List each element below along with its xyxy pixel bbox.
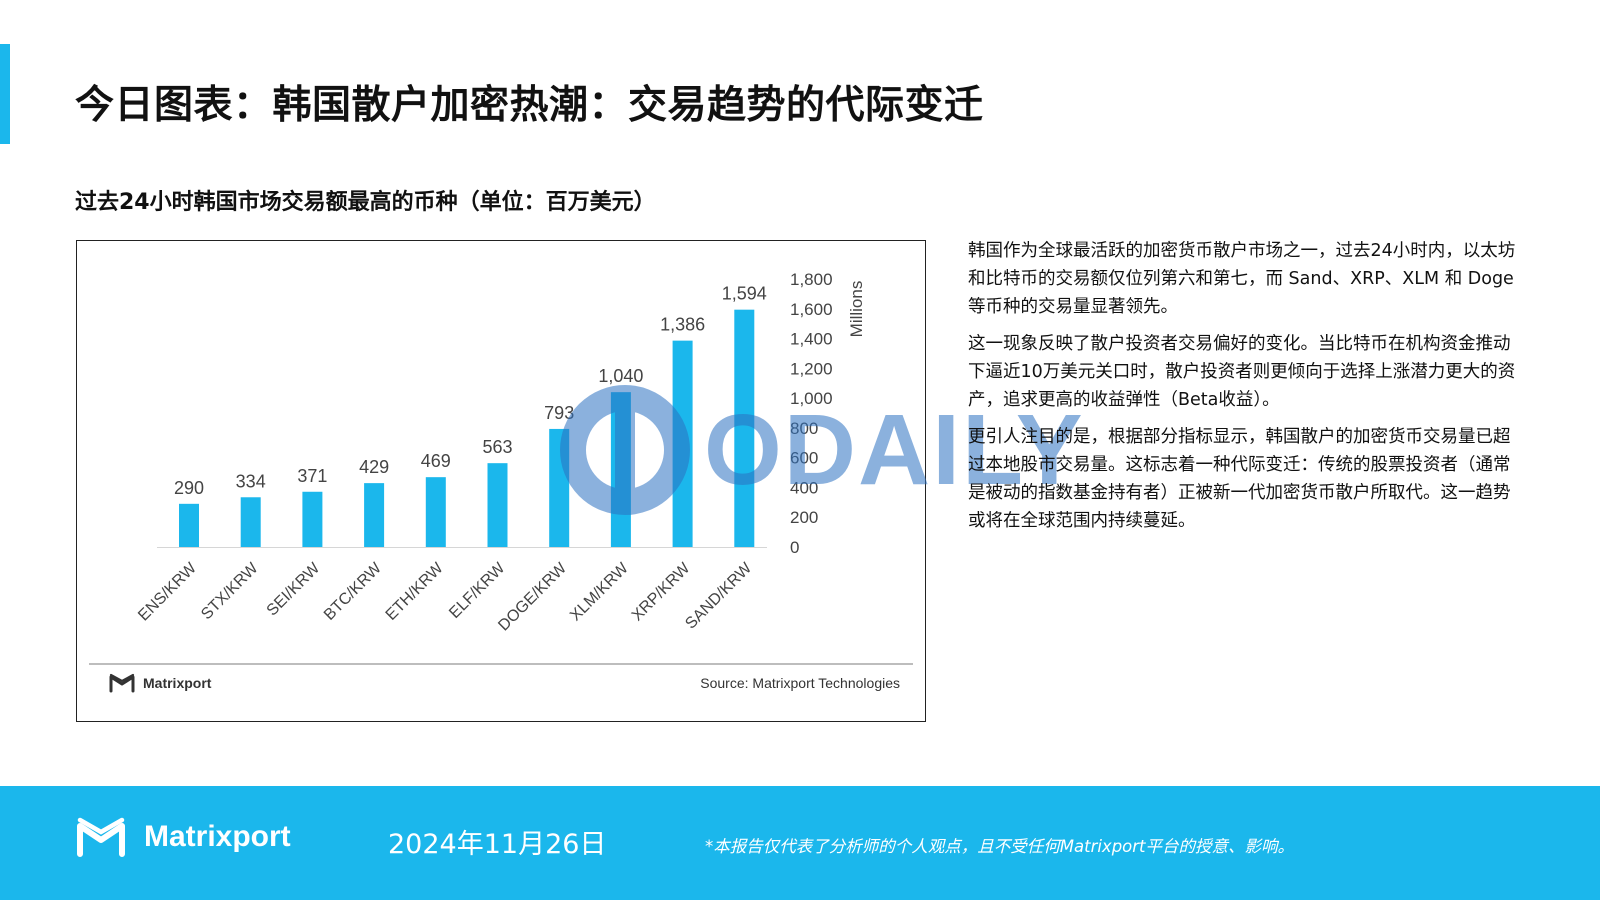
bar xyxy=(240,497,261,547)
chart-panel: 290 ENS/KRW 334 STX/KRW 371 SEI/KRW 429 BTC/KRW… xyxy=(76,240,926,722)
y-tick-label: 800 xyxy=(790,419,818,438)
x-tick-label: SEI/KRW xyxy=(264,559,324,619)
y-tick-label: 1,400 xyxy=(790,330,833,349)
report-date: 2024年11月26日 xyxy=(388,829,607,860)
bar xyxy=(364,483,385,547)
y-tick-label: 1,600 xyxy=(790,300,833,319)
bar xyxy=(487,463,508,547)
accent-bar xyxy=(0,44,10,144)
x-tick-label: XLM/KRW xyxy=(567,559,632,624)
x-tick-label: SAND/KRW xyxy=(682,559,755,632)
matrixport-logo-icon xyxy=(77,817,125,857)
y-tick-label: 1,000 xyxy=(790,389,833,408)
y-axis-label: Millions xyxy=(847,281,866,338)
y-tick-label: 200 xyxy=(790,508,818,527)
x-tick-label: XRP/KRW xyxy=(629,559,694,624)
chart-logo-label: Matrixport xyxy=(143,675,212,691)
y-tick-label: 600 xyxy=(790,449,818,468)
data-label: 1,594 xyxy=(722,284,767,304)
bar xyxy=(302,491,323,547)
data-label: 469 xyxy=(421,451,451,471)
bar xyxy=(734,309,755,547)
data-label: 563 xyxy=(482,437,512,457)
x-tick-label: ENS/KRW xyxy=(135,559,200,624)
x-tick-label: STX/KRW xyxy=(198,559,262,623)
matrixport-logo-icon xyxy=(109,673,135,693)
bar xyxy=(425,477,446,547)
description: 韩国作为全球最活跃的加密货币散户市场之一，过去24小时内，以太坊和比特币的交易额… xyxy=(968,237,1523,544)
chart-footer-divider xyxy=(89,663,913,665)
chart-source: Source: Matrixport Technologies xyxy=(700,675,900,691)
y-tick-label: 400 xyxy=(790,478,818,497)
data-label: 793 xyxy=(544,403,574,423)
data-label: 290 xyxy=(174,478,204,498)
data-label: 429 xyxy=(359,457,389,477)
x-tick-label: BTC/KRW xyxy=(321,559,386,624)
description-paragraph: 韩国作为全球最活跃的加密货币散户市场之一，过去24小时内，以太坊和比特币的交易额… xyxy=(968,241,1516,317)
bar xyxy=(549,428,570,547)
data-label: 371 xyxy=(297,466,327,486)
data-label: 1,040 xyxy=(598,366,643,386)
footer-logo-label: Matrixport xyxy=(144,820,291,853)
description-paragraph: 更引人注目的是，根据部分指标显示，韩国散户的加密货币交易量已超过本地股市交易量。… xyxy=(968,427,1511,531)
y-tick-label: 1,200 xyxy=(790,359,833,378)
data-label: 334 xyxy=(236,471,266,491)
chart-logo: Matrixport xyxy=(109,673,211,693)
data-label: 1,386 xyxy=(660,315,705,335)
chart-subtitle: 过去24小时韩国市场交易额最高的币种（单位：百万美元） xyxy=(75,190,656,215)
x-tick-label: ETH/KRW xyxy=(383,559,448,624)
x-tick-label: ELF/KRW xyxy=(446,559,509,622)
footer-band xyxy=(0,786,1600,900)
page-title: 今日图表：韩国散户加密热潮：交易趋势的代际变迁 xyxy=(75,83,984,128)
y-tick-label: 1,800 xyxy=(790,270,833,289)
bar-chart: 290 ENS/KRW 334 STX/KRW 371 SEI/KRW 429 BTC/KRW… xyxy=(135,270,866,634)
disclaimer: *本报告仅代表了分析师的个人观点，且不受任何Matrixport平台的授意、影响… xyxy=(705,837,1295,856)
bar xyxy=(179,503,199,547)
footer-logo: Matrixport xyxy=(76,816,291,858)
description-paragraph: 这一现象反映了散户投资者交易偏好的变化。当比特币在机构资金推动下逼近10万美元关… xyxy=(968,334,1516,410)
bar xyxy=(672,340,693,547)
y-tick-label: 0 xyxy=(790,538,799,557)
bar xyxy=(610,392,631,547)
